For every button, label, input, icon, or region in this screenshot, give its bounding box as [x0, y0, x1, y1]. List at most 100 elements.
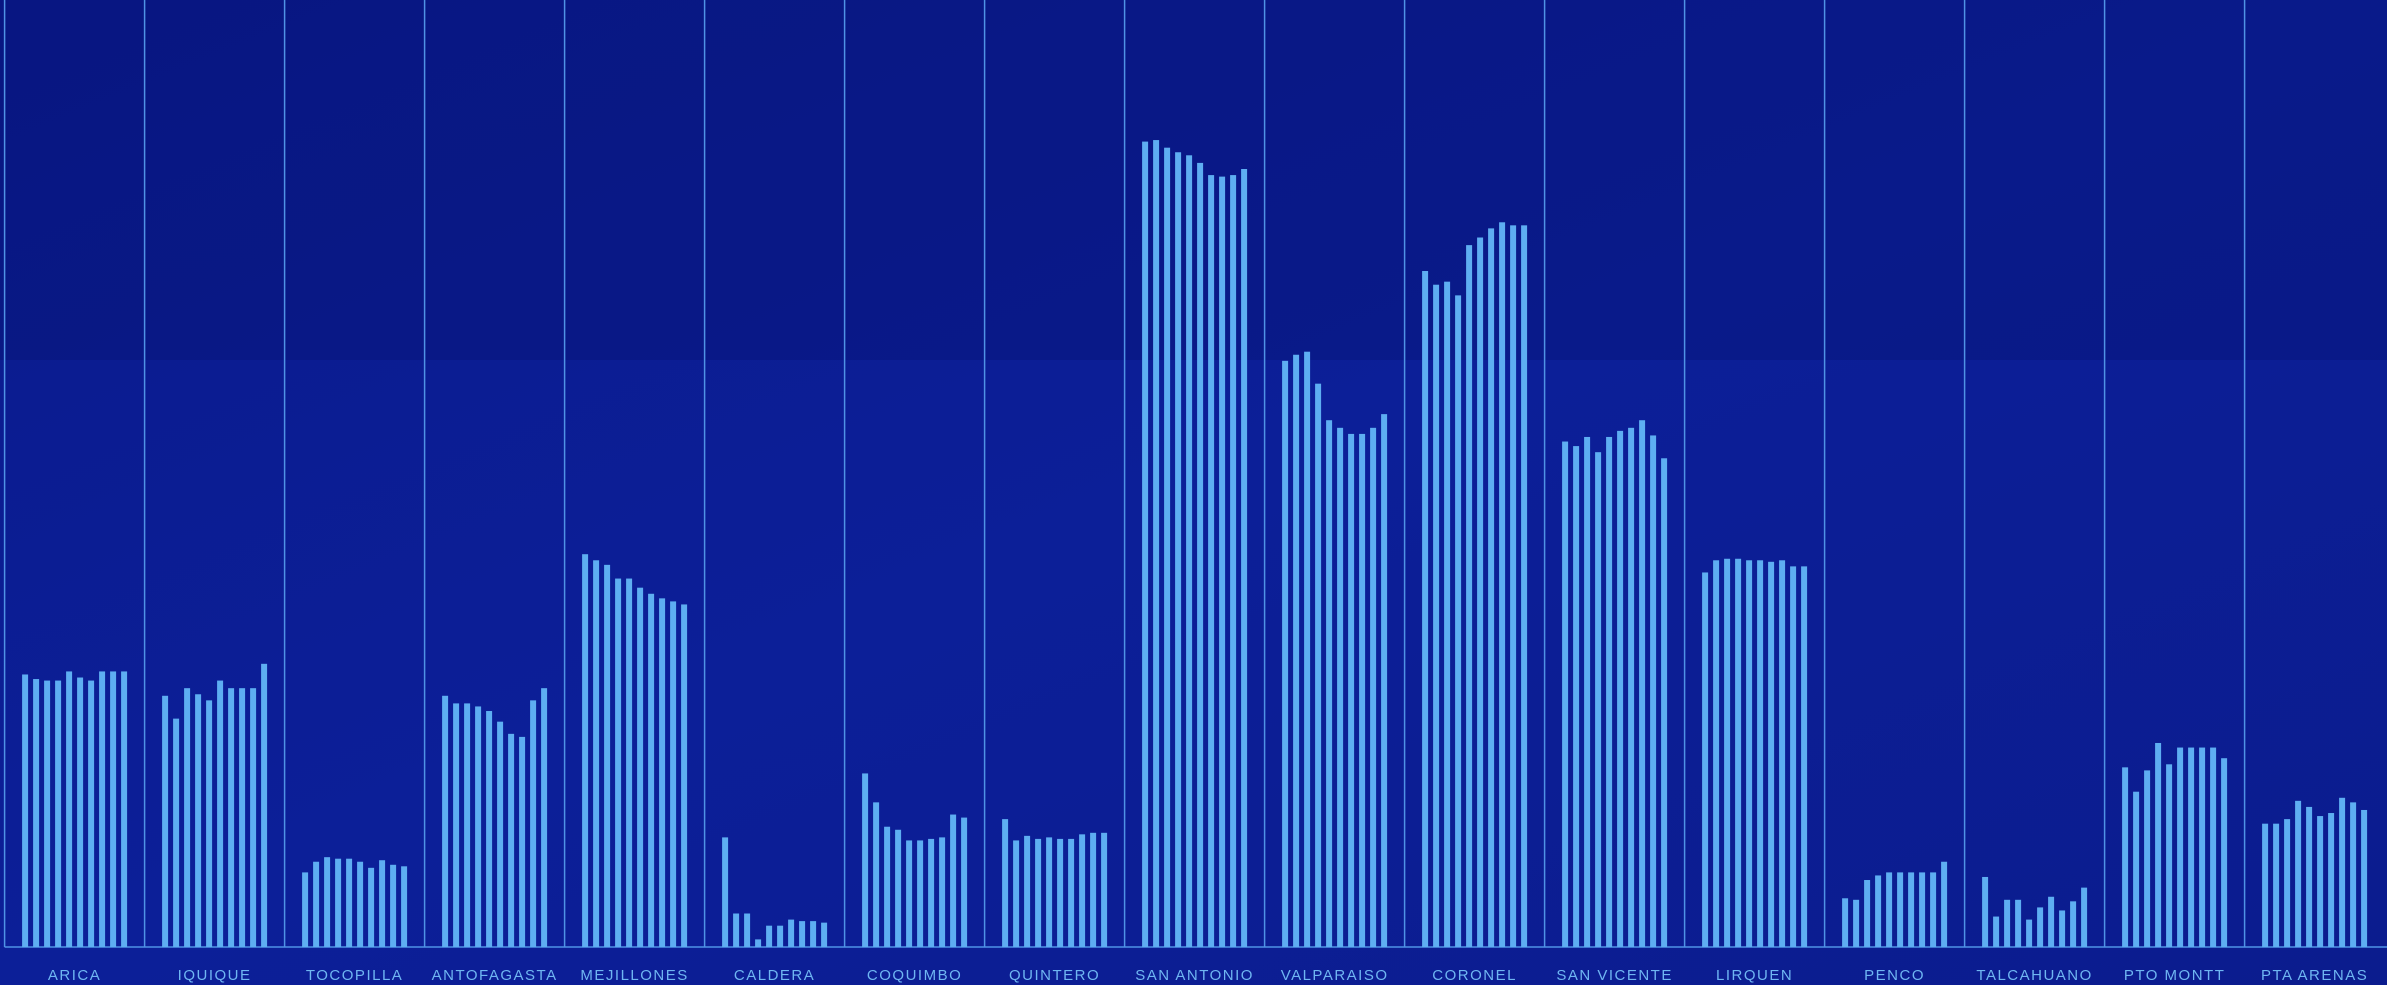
- bar: [250, 688, 257, 947]
- bar: [1164, 147, 1171, 947]
- bar: [1444, 281, 1451, 947]
- bar: [2048, 896, 2055, 947]
- bar: [862, 773, 869, 947]
- bar: [733, 913, 740, 947]
- bar: [497, 721, 504, 947]
- bar: [335, 858, 342, 947]
- bar: [1606, 436, 1613, 947]
- x-tick-label: CORONEL: [1432, 967, 1517, 984]
- bar: [1186, 155, 1193, 947]
- bar: [1046, 837, 1053, 947]
- bar: [722, 837, 729, 947]
- bar: [604, 564, 611, 947]
- bar: [2262, 823, 2269, 947]
- bar: [1241, 168, 1248, 947]
- bar: [162, 695, 169, 947]
- x-tick-label: PTA ARENAS: [2261, 967, 2368, 984]
- bar: [1326, 420, 1333, 947]
- bar: [2144, 770, 2151, 947]
- x-tick-label: ARICA: [48, 967, 101, 984]
- bar: [368, 867, 375, 947]
- bar: [2306, 806, 2313, 947]
- x-tick-label: LIRQUEN: [1716, 967, 1793, 984]
- bar: [1573, 446, 1580, 947]
- bar: [1499, 222, 1506, 947]
- bar: [346, 858, 353, 947]
- bar: [637, 587, 644, 947]
- bar: [1433, 284, 1440, 948]
- bar: [1650, 435, 1657, 947]
- bar: [788, 919, 795, 947]
- bar: [302, 872, 309, 947]
- bar: [2284, 819, 2291, 947]
- bar: [1381, 414, 1388, 947]
- bar: [173, 718, 180, 947]
- bar: [1908, 872, 1915, 947]
- bar: [1370, 427, 1377, 947]
- bar: [777, 925, 784, 947]
- x-tick-label: SAN ANTONIO: [1135, 967, 1254, 984]
- bar: [1993, 916, 2000, 947]
- bar: [2339, 797, 2346, 947]
- bar: [1639, 420, 1646, 947]
- x-tick-label: TOCOPILLA: [306, 967, 403, 984]
- bar: [1713, 560, 1720, 947]
- bar: [1359, 433, 1366, 947]
- bar: [206, 700, 213, 947]
- bar: [2070, 901, 2077, 947]
- bar: [1617, 430, 1624, 948]
- bar: [821, 922, 828, 947]
- x-tick-label: SAN VICENTE: [1556, 967, 1673, 984]
- bar: [2361, 809, 2368, 947]
- bar: [744, 913, 751, 947]
- bar: [1197, 162, 1204, 948]
- bar: [33, 679, 40, 947]
- x-tick-label: PENCO: [1864, 967, 1925, 984]
- bar: [1628, 427, 1635, 947]
- x-tick-label: MEJILLONES: [580, 967, 688, 984]
- bar: [1941, 861, 1948, 947]
- bar: [1293, 354, 1300, 947]
- bar: [1919, 872, 1926, 947]
- bar: [2188, 747, 2195, 947]
- bar: [582, 554, 589, 947]
- bar: [2221, 758, 2228, 947]
- bar: [670, 601, 677, 947]
- bar: [464, 703, 471, 947]
- bar: [1315, 383, 1322, 948]
- bar: [2015, 899, 2022, 947]
- bar: [519, 736, 526, 947]
- x-tick-label: VALPARAISO: [1281, 967, 1389, 984]
- bar: [961, 817, 968, 947]
- bar: [626, 578, 633, 947]
- bar: [1230, 175, 1237, 947]
- bar: [2026, 919, 2033, 947]
- bar: [1724, 558, 1731, 947]
- bar: [2004, 899, 2011, 947]
- x-tick-label: TALCAHUANO: [1976, 967, 2092, 984]
- bar: [2081, 887, 2088, 947]
- bar: [755, 939, 762, 947]
- bar: [22, 674, 29, 947]
- bar: [2328, 813, 2335, 947]
- bar: [453, 703, 460, 947]
- bar: [1002, 819, 1009, 947]
- bar: [895, 829, 902, 947]
- bar: [357, 861, 364, 947]
- bar: [390, 864, 397, 947]
- bar: [88, 680, 95, 947]
- bar: [681, 604, 688, 947]
- bar: [2122, 767, 2129, 947]
- bar: [184, 688, 191, 947]
- bar: [1208, 175, 1215, 947]
- bar: [1661, 458, 1668, 947]
- bar: [810, 921, 817, 947]
- bar: [1455, 295, 1462, 947]
- bar: [1864, 880, 1871, 947]
- bar: [950, 814, 957, 947]
- bar: [1982, 876, 1989, 947]
- bar: [1746, 560, 1753, 947]
- background-shade: [0, 0, 2387, 360]
